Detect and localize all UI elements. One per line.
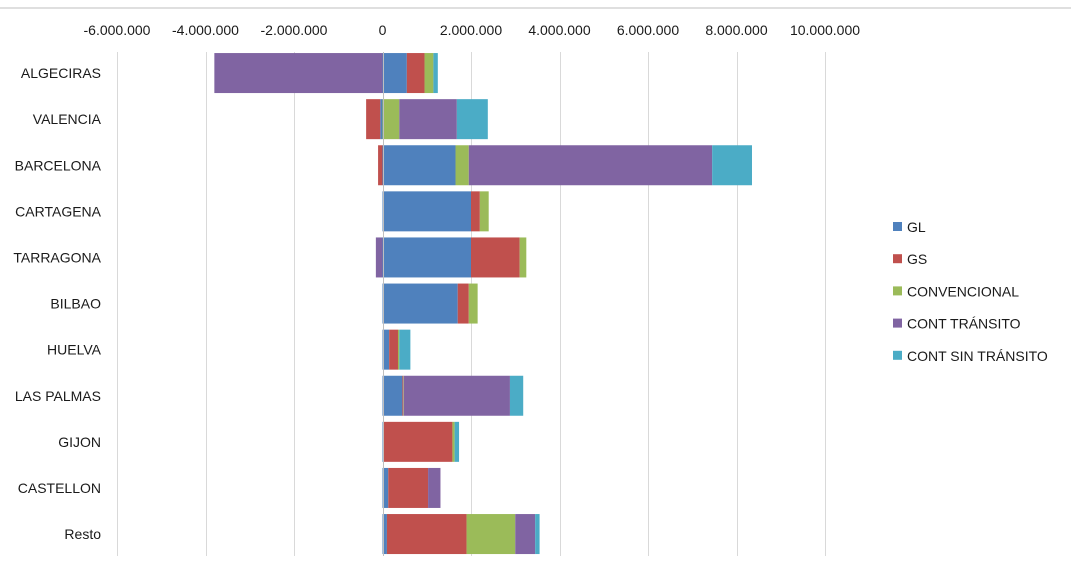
bar-convencional [466,514,516,555]
x-tick-label: -2.000.000 [261,22,328,38]
bar-convencional [452,421,455,462]
bar-gs [471,191,480,232]
bar-gs [366,99,381,140]
bar-convencional [424,53,434,94]
category-label: LAS PALMAS [15,388,101,404]
x-tick-label: 2.000.000 [440,22,502,38]
bar-gl [382,467,389,508]
bar-gl [382,283,458,324]
bar-cont-tr-nsito [468,145,713,186]
bar-cont-tr-nsito [375,237,383,278]
bar-gl [382,375,403,416]
bar-cont-sin-tr-nsito [456,99,488,140]
legend-swatch [893,350,902,360]
bar-cont-sin-tr-nsito [399,329,411,370]
x-tick-label: -6.000.000 [84,22,151,38]
x-tick-label: 4.000.000 [528,22,590,38]
bar-convencional [479,191,489,232]
legend-swatch [893,286,902,296]
bar-gl [382,237,471,278]
legend-label: CONVENCIONAL [907,283,1019,299]
x-tick-label: 10.000.000 [790,22,860,38]
bar-gs [388,467,429,508]
bar-gs [457,283,469,324]
bar-gs [389,329,398,370]
bar-cont-tr-nsito [403,375,510,416]
legend-label: GL [907,219,926,235]
bar-cont-sin-tr-nsito [454,421,460,462]
bar-gl [382,514,387,555]
bar-gs [471,237,520,278]
bar-convencional [397,329,400,370]
bar-cont-tr-nsito [399,99,457,140]
category-label: CARTAGENA [15,203,101,219]
bar-gs [406,53,425,94]
bar-cont-sin-tr-nsito [535,514,540,555]
bar-gs [378,145,383,186]
x-tick-label: 6.000.000 [617,22,679,38]
bar-gl [382,191,471,232]
bar-convencional [455,145,469,186]
bar-gs [386,514,467,555]
legend-swatch [893,318,902,328]
bar-cont-tr-nsito [428,467,441,508]
bar-cont-sin-tr-nsito [433,53,438,94]
legend-label: CONT SIN TRÁNSITO [907,348,1048,364]
category-label: TARRAGONA [13,249,101,265]
bar-convencional [519,237,527,278]
bar-cont-sin-tr-nsito [712,145,752,186]
bars-group [214,53,752,555]
bar-gl [382,329,390,370]
legend-label: GS [907,251,927,267]
bar-gl [382,145,456,186]
legend-swatch [893,254,902,264]
category-label: VALENCIA [33,111,102,127]
category-label: GIJON [58,434,101,450]
category-label: Resto [64,526,101,542]
category-label: ALGECIRAS [21,65,101,81]
bar-gs [402,375,404,416]
legend-swatch [893,222,902,231]
bar-cont-tr-nsito [214,53,383,94]
bar-gl [380,99,383,140]
bar-convencional [468,283,478,324]
category-label: HUELVA [47,342,102,358]
legend-label: CONT TRÁNSITO [907,316,1021,332]
bar-gs [383,421,453,462]
bar-cont-tr-nsito [515,514,536,555]
category-label: BILBAO [50,296,101,312]
category-label: BARCELONA [15,157,102,173]
bar-cont-sin-tr-nsito [509,375,524,416]
bar-gl [382,53,407,94]
x-tick-label: -4.000.000 [172,22,239,38]
bar-convencional [382,99,400,140]
x-tick-label: 8.000.000 [705,22,767,38]
category-label: CASTELLON [18,480,101,496]
bar-convencional [403,375,404,416]
x-tick-label: 0 [379,22,387,38]
